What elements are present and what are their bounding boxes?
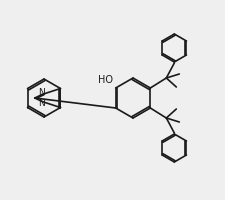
Text: N: N	[38, 99, 45, 108]
Text: HO: HO	[98, 75, 113, 85]
Text: N: N	[38, 88, 45, 97]
